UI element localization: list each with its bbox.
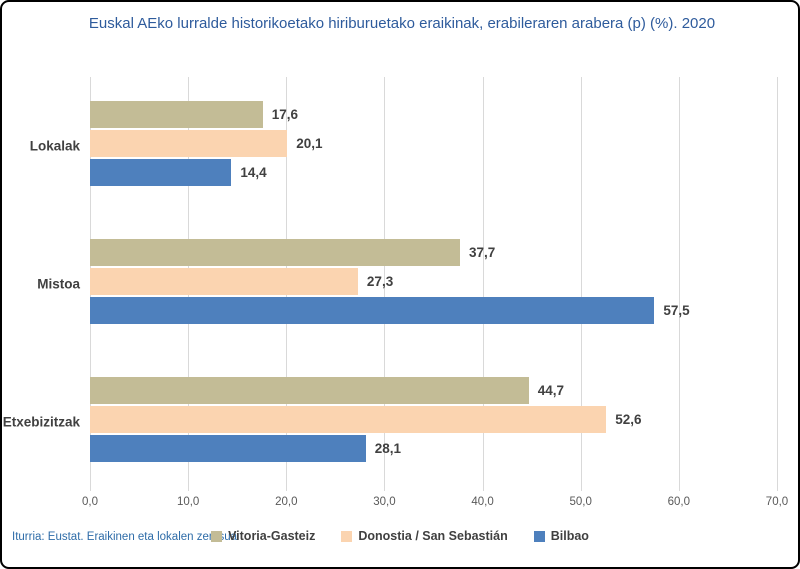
category-band-lokalak: 17,6 20,1 14,4 (90, 77, 777, 215)
legend-item-vitoria-gasteiz: Vitoria-Gasteiz (211, 529, 315, 543)
bar-bilbao-mistoa (90, 297, 655, 324)
bar-vitoria-gasteiz-mistoa (90, 239, 460, 266)
bar-bilbao-etxebizitzak (90, 435, 366, 462)
x-tick-label: 10,0 (176, 496, 200, 508)
bar-value-label: 17,6 (271, 107, 298, 122)
bar-vitoria-gasteiz-lokalak (90, 101, 263, 128)
legend-label: Donostia / San Sebastián (358, 529, 508, 543)
x-tick-label: 70,0 (765, 496, 789, 508)
category-band-etxebizitzak: 44,7 52,6 28,1 (90, 353, 777, 491)
legend-swatch-icon (211, 530, 223, 542)
x-tick-label: 0,0 (82, 496, 98, 508)
category-band-mistoa: 37,7 27,3 57,5 (90, 215, 777, 353)
x-tick-label: 40,0 (471, 496, 494, 508)
legend-label: Vitoria-Gasteiz (228, 529, 316, 543)
gridline (678, 77, 680, 491)
legend-item-bilbao: Bilbao (533, 529, 589, 543)
bar-donostia-san-sebasti-n-lokalak (90, 130, 288, 157)
bar-vitoria-gasteiz-etxebizitzak (90, 377, 529, 404)
bar-value-label: 27,3 (366, 274, 394, 289)
source-note: Iturria: Eustat. Eraikinen eta lokalen z… (12, 531, 238, 543)
legend: Vitoria-Gasteiz Donostia / San Sebastián B… (2, 529, 798, 543)
legend-swatch-icon (533, 530, 545, 542)
bar-value-label: 14,4 (240, 165, 267, 180)
gridline (777, 77, 778, 491)
category-label-mistoa: Mistoa (37, 276, 80, 292)
gridline (580, 77, 582, 491)
bar-value-label: 37,7 (468, 245, 496, 260)
legend-swatch-icon (341, 530, 353, 542)
x-tick-label: 50,0 (569, 496, 592, 508)
x-tick-label: 60,0 (667, 496, 691, 508)
bar-bilbao-lokalak (90, 159, 232, 186)
legend-item-donostia-san-sebasti-n: Donostia / San Sebastián (341, 529, 508, 543)
bar-value-label: 28,1 (374, 441, 402, 456)
category-label-lokalak: Lokalak (29, 138, 80, 154)
bar-value-label: 57,5 (663, 303, 690, 318)
bar-value-label: 44,7 (537, 383, 564, 398)
chart-title: Euskal AEko lurralde historikoetako hiri… (88, 15, 716, 32)
x-tick-label: 30,0 (373, 496, 396, 508)
plot-area: 17,6 20,1 14,4 37,7 27,3 57,5 44,7 52,6 28,1 (90, 77, 778, 491)
bar-value-label: 20,1 (296, 136, 323, 151)
bar-value-label: 52,6 (615, 412, 642, 427)
x-tick-label: 20,0 (275, 496, 298, 508)
gridline (482, 77, 484, 491)
gridline (384, 77, 386, 491)
bar-donostia-san-sebasti-n-mistoa (90, 268, 358, 295)
legend-label: Bilbao (550, 529, 589, 543)
bar-donostia-san-sebasti-n-etxebizitzak (90, 406, 607, 433)
category-label-etxebizitzak: Etxebizitzak (2, 414, 80, 430)
